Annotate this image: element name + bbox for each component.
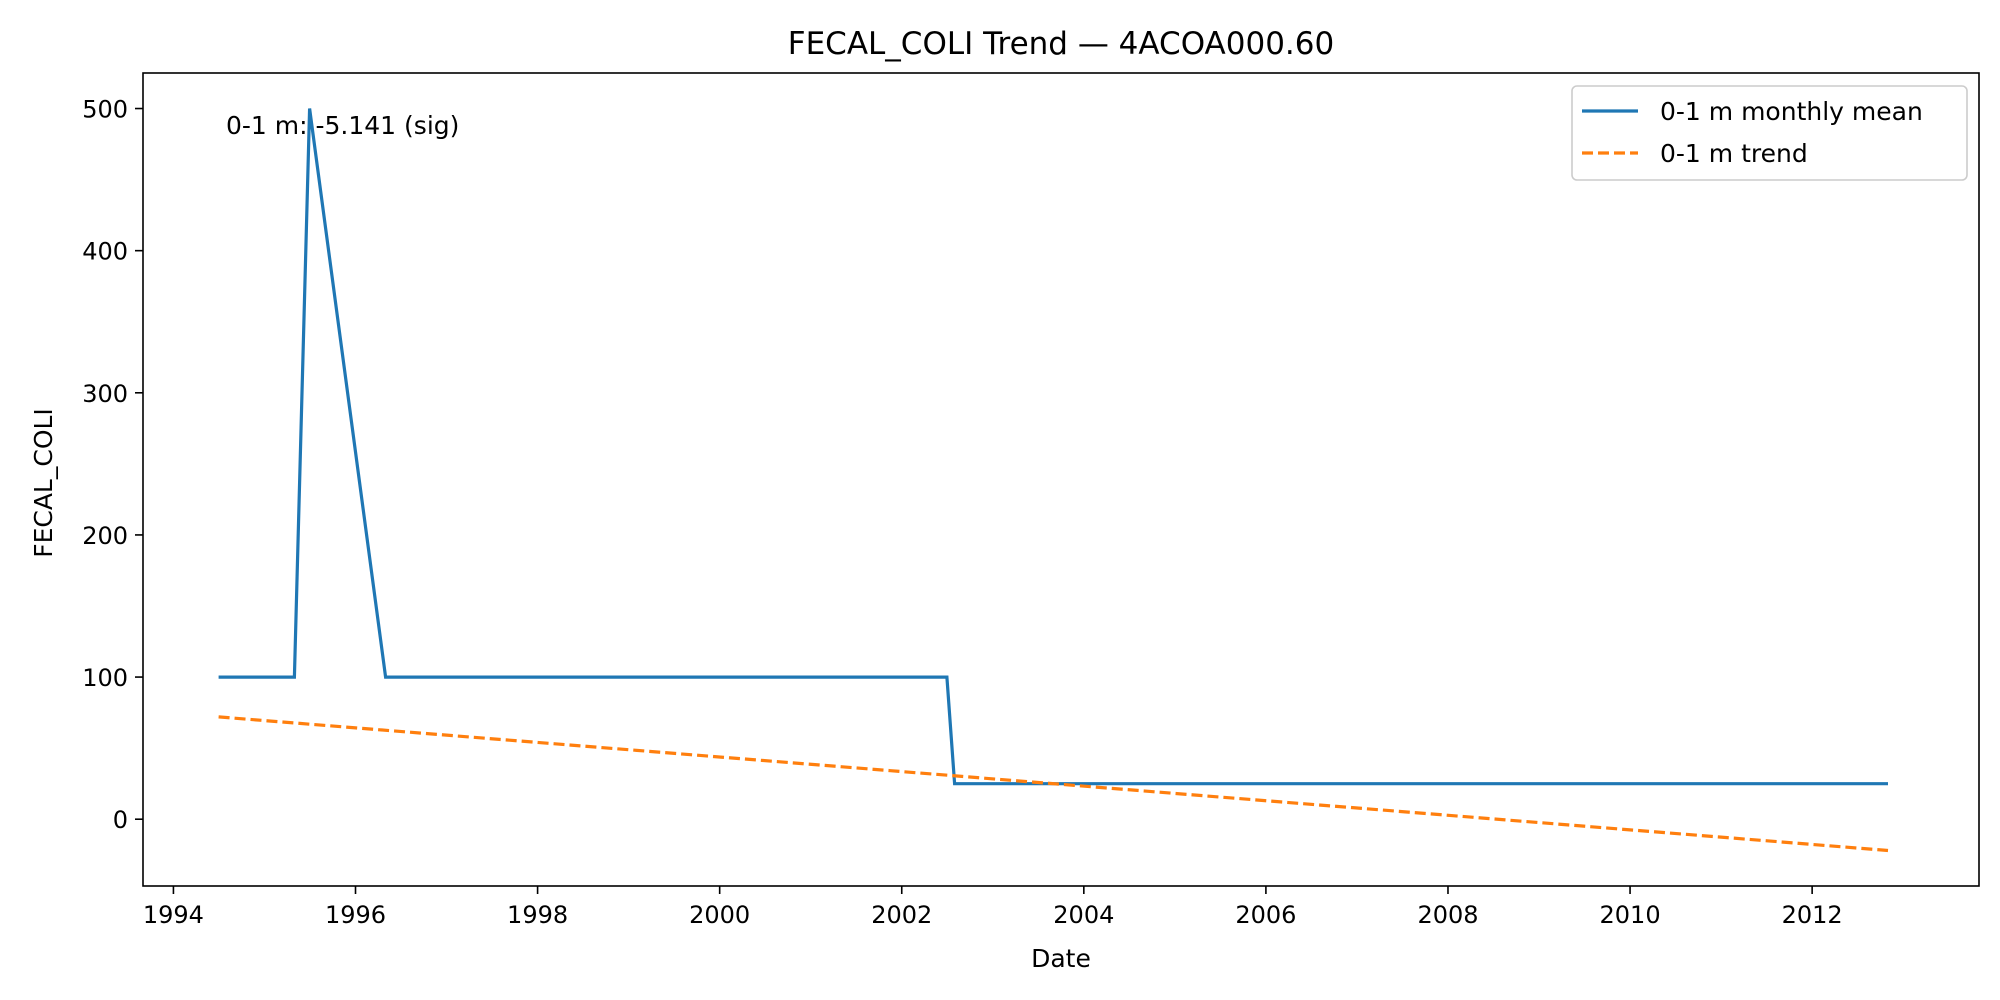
x-tick-label: 2012 [1782, 901, 1843, 929]
x-tick-label: 2002 [871, 901, 932, 929]
x-tick-label: 2006 [1235, 901, 1296, 929]
legend-label: 0-1 m monthly mean [1660, 97, 1923, 126]
chart-title: FECAL_COLI Trend — 4ACOA000.60 [788, 26, 1334, 62]
slope-annotation: 0-1 m: -5.141 (sig) [226, 111, 459, 140]
x-tick-label: 2004 [1053, 901, 1114, 929]
x-tick-label: 2008 [1417, 901, 1478, 929]
y-axis-title: FECAL_COLI [29, 408, 58, 558]
y-tick-label: 500 [82, 96, 128, 124]
x-tick-label: 1998 [507, 901, 568, 929]
series-line-trend [218, 715, 1889, 853]
plot-area [143, 73, 1979, 886]
y-tick-label: 400 [82, 238, 128, 266]
plot-frame [142, 72, 1980, 887]
x-tick-label: 1996 [325, 901, 386, 929]
y-tick-label: 300 [82, 380, 128, 408]
series-line-monthly-mean [218, 108, 1888, 786]
y-tick-label: 100 [82, 664, 128, 692]
x-axis-title: Date [1031, 944, 1091, 973]
x-tick-label: 2010 [1600, 901, 1661, 929]
legend-label: 0-1 m trend [1660, 139, 1808, 168]
legend: 0-1 m monthly mean 0-1 m trend [1571, 85, 1968, 181]
y-tick-label: 200 [82, 522, 128, 550]
x-tick-label: 1994 [143, 901, 204, 929]
x-tick-label: 2000 [689, 901, 750, 929]
legend-box [1571, 85, 1968, 181]
y-tick-label: 0 [113, 806, 128, 834]
